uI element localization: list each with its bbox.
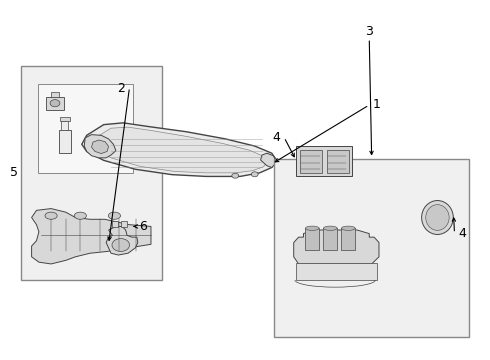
Bar xyxy=(46,97,64,110)
Bar xyxy=(327,150,349,173)
Text: 4: 4 xyxy=(273,131,281,144)
Bar xyxy=(296,263,376,280)
Polygon shape xyxy=(82,123,277,176)
Ellipse shape xyxy=(305,226,319,230)
Circle shape xyxy=(251,172,258,177)
Text: 3: 3 xyxy=(366,25,373,38)
Text: 2: 2 xyxy=(117,82,124,95)
Text: 1: 1 xyxy=(372,99,381,112)
Bar xyxy=(38,84,133,173)
Bar xyxy=(59,130,71,153)
Polygon shape xyxy=(294,230,379,264)
Bar xyxy=(113,221,118,227)
Bar xyxy=(300,150,322,173)
Polygon shape xyxy=(106,226,138,255)
Bar xyxy=(305,228,319,249)
Ellipse shape xyxy=(426,204,449,230)
Ellipse shape xyxy=(323,226,337,230)
Bar xyxy=(342,228,355,249)
Bar xyxy=(323,228,337,249)
Bar xyxy=(61,121,68,130)
Circle shape xyxy=(232,173,239,178)
Bar xyxy=(296,146,352,176)
Ellipse shape xyxy=(342,226,355,230)
Text: 5: 5 xyxy=(10,166,18,179)
Ellipse shape xyxy=(421,201,453,234)
Ellipse shape xyxy=(45,212,57,219)
Text: 4: 4 xyxy=(458,227,466,240)
Polygon shape xyxy=(92,127,267,173)
Text: 6: 6 xyxy=(139,220,147,233)
Ellipse shape xyxy=(74,212,86,219)
Bar xyxy=(21,66,162,280)
Polygon shape xyxy=(261,153,277,167)
Circle shape xyxy=(112,239,129,251)
Bar xyxy=(121,221,127,227)
Circle shape xyxy=(50,100,60,107)
Ellipse shape xyxy=(108,212,121,219)
Bar xyxy=(51,93,59,97)
Polygon shape xyxy=(31,208,151,264)
Polygon shape xyxy=(92,140,109,154)
Bar xyxy=(274,158,469,337)
Bar xyxy=(60,117,70,121)
Polygon shape xyxy=(84,135,116,158)
